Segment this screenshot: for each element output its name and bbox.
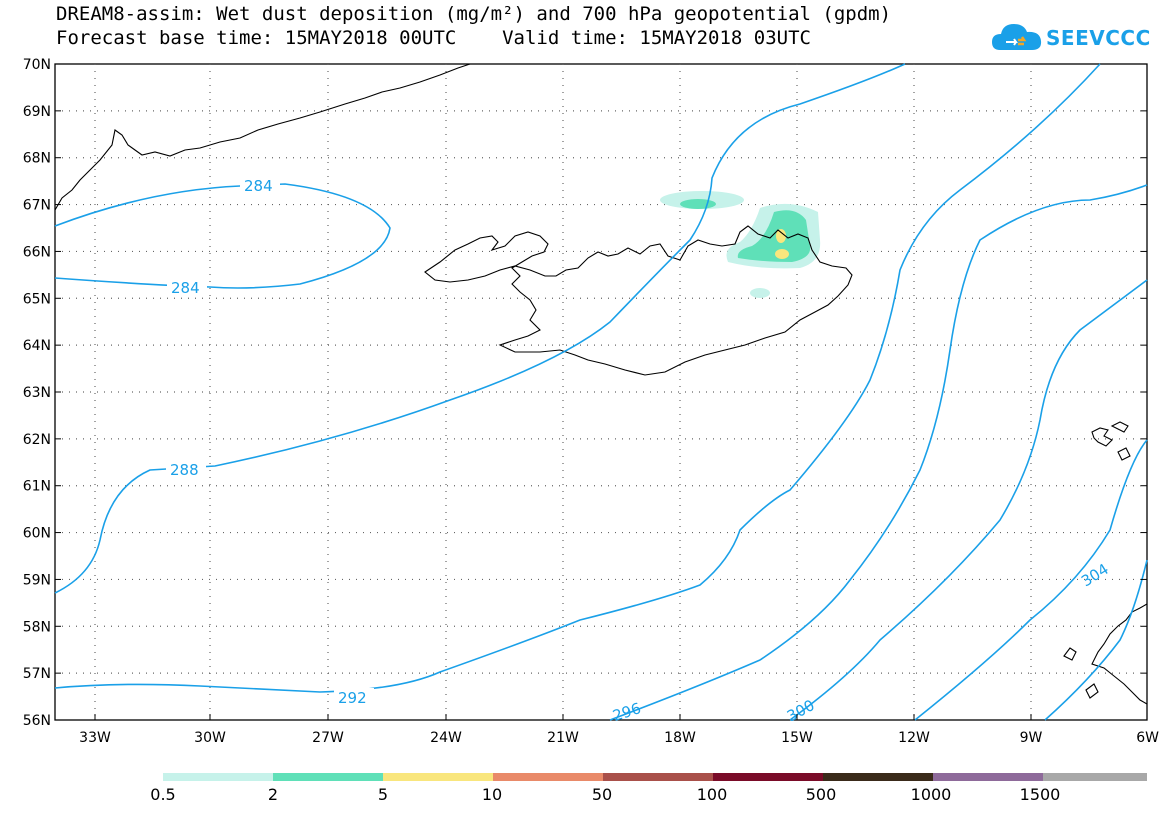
latitude-label: 61N bbox=[23, 479, 51, 495]
longitude-label: 9W bbox=[1020, 730, 1043, 746]
latitude-label: 70N bbox=[23, 57, 51, 73]
faroe-islands-coastline bbox=[1091, 421, 1131, 461]
contour-label-292: 292 bbox=[338, 689, 367, 707]
colorbar-swatch bbox=[1043, 773, 1147, 781]
latitude-label: 66N bbox=[23, 244, 51, 260]
colorbar-label: 2 bbox=[268, 785, 278, 804]
colorbar-label: 1000 bbox=[911, 785, 952, 804]
iceland-coastline bbox=[424, 225, 853, 376]
longitude-axis: 33W 30W 27W 24W 21W 18W 15W 12W 9W 6W bbox=[79, 714, 1159, 746]
longitude-label: 33W bbox=[79, 730, 111, 746]
latitude-label: 62N bbox=[23, 432, 51, 448]
dust-patch-east-mid bbox=[737, 210, 811, 262]
map-subtitle: Forecast base time: 15MAY2018 00UTC Vali… bbox=[56, 27, 811, 49]
latitude-label: 65N bbox=[23, 291, 51, 307]
contour-label-284-south: 284 bbox=[171, 279, 200, 297]
colorbar-swatch bbox=[493, 773, 603, 781]
colorbar-swatch bbox=[383, 773, 493, 781]
longitude-label: 27W bbox=[312, 730, 344, 746]
latitude-label: 68N bbox=[23, 151, 51, 167]
colorbar-swatch bbox=[273, 773, 383, 781]
dust-deposition-shading bbox=[660, 191, 821, 298]
longitude-label: 6W bbox=[1136, 730, 1159, 746]
colorbar-label: 5 bbox=[378, 785, 388, 804]
latitude-label: 58N bbox=[23, 619, 51, 635]
dust-patch-east-high-1 bbox=[776, 229, 786, 243]
latitude-label: 56N bbox=[23, 713, 51, 729]
colorbar-swatch bbox=[823, 773, 933, 781]
latitude-label: 64N bbox=[23, 338, 51, 354]
contour-label-284-north: 284 bbox=[244, 177, 273, 195]
latitude-label: 63N bbox=[23, 385, 51, 401]
longitude-label: 12W bbox=[898, 730, 930, 746]
colorbar-swatch bbox=[933, 773, 1043, 781]
colorbar-label: 1500 bbox=[1020, 785, 1061, 804]
dust-patch-south bbox=[750, 288, 770, 298]
colorbar-label: 50 bbox=[592, 785, 612, 804]
contour-304 bbox=[1044, 559, 1148, 721]
latitude-label: 60N bbox=[23, 526, 51, 542]
longitude-label: 30W bbox=[194, 730, 226, 746]
seevccc-logo: SEEVCCC bbox=[990, 18, 1150, 58]
geopotential-contours bbox=[54, 63, 1148, 721]
cloud-icon bbox=[992, 24, 1042, 50]
longitude-label: 15W bbox=[781, 730, 813, 746]
colorbar-swatch bbox=[603, 773, 713, 781]
contour-288 bbox=[54, 63, 906, 594]
colorbar-label: 500 bbox=[806, 785, 837, 804]
contour-292 bbox=[54, 63, 1101, 693]
dust-patch-north-core bbox=[680, 199, 716, 209]
hebrides-coastline bbox=[1063, 647, 1099, 699]
colorbar-swatch bbox=[713, 773, 823, 781]
contour-300 bbox=[789, 279, 1148, 721]
colorbar-label: 100 bbox=[697, 785, 728, 804]
latitude-label: 67N bbox=[23, 198, 51, 214]
latitude-label: 69N bbox=[23, 104, 51, 120]
latitude-axis: 70N 69N 68N 67N 66N 65N 64N 63N 62N 61N 60N 59N 58N 5… bbox=[23, 57, 1147, 729]
longitude-label: 18W bbox=[664, 730, 696, 746]
colorbar: 0.5 2 5 10 50 100 500 1000 1500 bbox=[150, 773, 1147, 804]
logo-text: SEEVCCC bbox=[1046, 26, 1151, 50]
contour-296 bbox=[609, 184, 1148, 721]
map-title: DREAM8-assim: Wet dust deposition (mg/m²… bbox=[56, 3, 892, 25]
longitude-label: 21W bbox=[547, 730, 579, 746]
dust-patch-east-high-2 bbox=[775, 249, 789, 259]
greenland-coastline bbox=[54, 63, 471, 211]
coastlines bbox=[54, 63, 1148, 705]
colorbar-label: 0.5 bbox=[150, 785, 175, 804]
latitude-label: 57N bbox=[23, 666, 51, 682]
longitude-label: 24W bbox=[430, 730, 462, 746]
colorbar-label: 10 bbox=[482, 785, 502, 804]
colorbar-swatch bbox=[163, 773, 273, 781]
latitude-label: 59N bbox=[23, 572, 51, 588]
contour-304-inner bbox=[914, 439, 1148, 721]
contour-label-288: 288 bbox=[170, 461, 199, 479]
